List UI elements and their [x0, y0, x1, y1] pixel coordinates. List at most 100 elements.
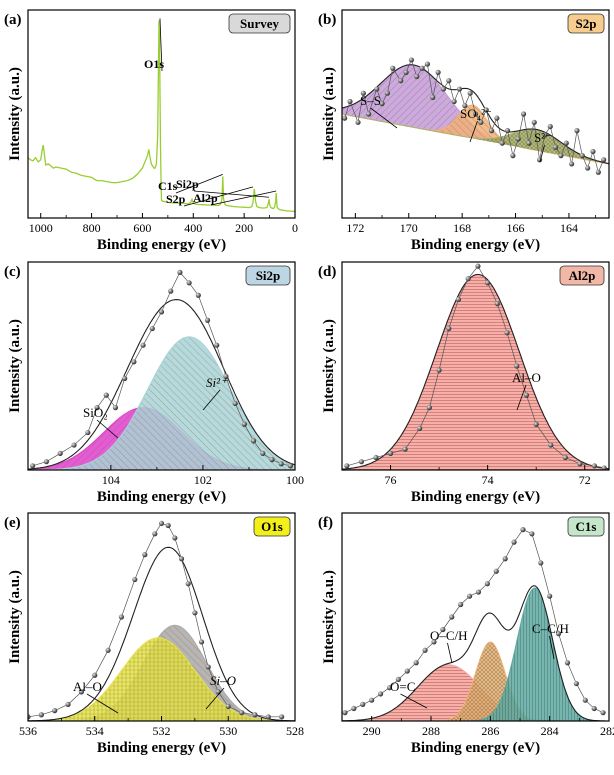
data-point [466, 593, 473, 599]
component-label: Al–O [512, 370, 541, 385]
x-tick-label: 534 [86, 724, 104, 738]
data-point [413, 660, 419, 666]
data-point [529, 531, 535, 537]
label-arrow [205, 687, 225, 710]
panel-badge-label: Survey [240, 16, 280, 31]
x-tick-label: 800 [83, 221, 101, 235]
data-point [511, 539, 517, 545]
envelope-line [342, 273, 609, 470]
data-point [398, 78, 404, 84]
data-point [94, 405, 100, 411]
data-point [252, 712, 258, 718]
data-point [422, 647, 428, 653]
data-point [158, 309, 165, 315]
label-arrow [183, 186, 254, 207]
data-point [52, 708, 58, 714]
label-arrow [447, 642, 453, 664]
data-point [414, 73, 420, 80]
x-tick-label: 104 [102, 473, 120, 487]
component-label: SiO₂ [83, 405, 108, 420]
data-point [177, 269, 183, 275]
data-point [105, 647, 111, 653]
peak-label: Si2p [176, 177, 199, 191]
axes-frame [341, 512, 610, 722]
data-point [591, 705, 597, 712]
label-arrow [539, 144, 545, 163]
data-point [342, 710, 348, 716]
data-point [451, 98, 457, 105]
label-arrow [370, 107, 398, 129]
x-axis-label: Binding energy (eV) [411, 489, 540, 505]
data-point [484, 581, 490, 587]
data-point [65, 701, 71, 707]
x-tick-label: 532 [153, 724, 171, 738]
x-tick-label: 288 [422, 724, 440, 738]
data-point [78, 689, 84, 695]
data-point [215, 689, 221, 695]
x-tick-label: 1000 [29, 221, 53, 235]
y-axis-label: Intensity (a.u.) [321, 319, 337, 413]
data-point [449, 614, 455, 620]
plot-area [28, 269, 295, 470]
data-point [562, 454, 568, 461]
data-point [483, 107, 489, 113]
x-tick-label: 172 [346, 221, 364, 235]
data-point [142, 552, 148, 558]
x-tick-label: 528 [286, 724, 304, 738]
data-point [149, 325, 155, 332]
data-point [186, 280, 192, 286]
data-point [395, 676, 401, 683]
label-arrow [159, 18, 163, 72]
panel-badge-label: Si2p [256, 268, 281, 283]
data-point [132, 576, 138, 583]
data-point [358, 459, 365, 465]
data-point [223, 373, 229, 379]
panel-badge-label: Al2p [569, 268, 596, 283]
data-point [250, 438, 257, 444]
data-point [360, 701, 366, 707]
data-point [520, 111, 527, 117]
data-point [417, 425, 423, 431]
data-point [555, 631, 562, 637]
data-point [204, 317, 211, 323]
data-point [205, 664, 211, 670]
data-point [531, 119, 537, 125]
peak-label: C1s [158, 179, 178, 193]
data-point [351, 705, 357, 712]
peak-label: O1s [144, 57, 164, 71]
axes-frame [341, 261, 610, 471]
data-point [103, 392, 109, 398]
envelope-line [342, 585, 609, 721]
data-point [446, 325, 452, 332]
panel-badge-label: C1s [576, 519, 597, 534]
data-point [574, 128, 580, 134]
panel-badge-label: S2p [576, 16, 597, 31]
x-axis-label: Binding energy (eV) [411, 740, 540, 756]
data-point [384, 90, 390, 96]
y-axis-label: Intensity (a.u.) [321, 67, 337, 161]
component-label: C–C/H [532, 621, 569, 636]
panel-e: Al–O Si–O 536 534 532 530 528 Binding energy (e… [4, 512, 304, 756]
data-point [386, 685, 393, 691]
data-point [569, 161, 575, 167]
plot-area [28, 20, 295, 213]
peak-hatch [28, 637, 295, 721]
x-axis-label: Binding energy (eV) [97, 740, 226, 756]
data-point [601, 157, 607, 163]
data-point [265, 714, 271, 720]
data-point [390, 65, 396, 71]
data-point [526, 140, 532, 146]
panel-badge [567, 13, 605, 34]
y-axis-label: Intensity (a.u.) [7, 319, 23, 413]
x-tick-label: 284 [541, 724, 559, 738]
x-tick-label: 100 [286, 473, 304, 487]
x-tick-label: 102 [194, 473, 212, 487]
peak-hatch [342, 114, 609, 164]
data-point [172, 535, 178, 541]
label-arrow [210, 190, 277, 206]
label-arrow [86, 693, 119, 714]
label-arrow [202, 389, 221, 411]
data-point [43, 459, 50, 465]
component-label: S–S [360, 93, 381, 108]
